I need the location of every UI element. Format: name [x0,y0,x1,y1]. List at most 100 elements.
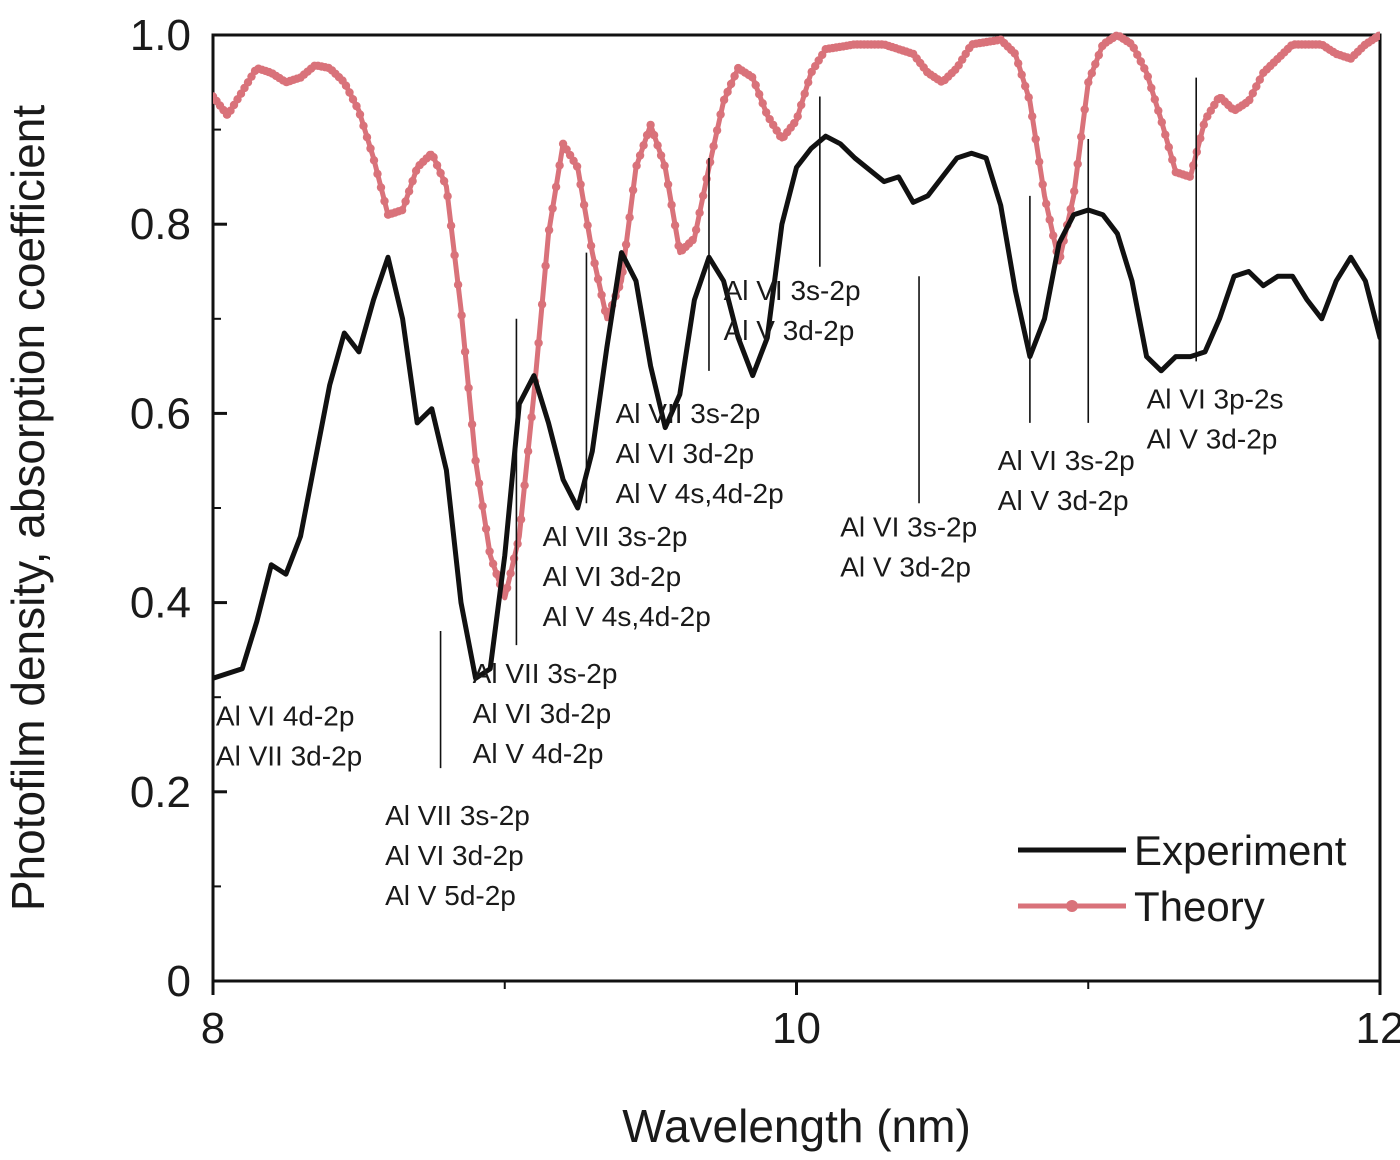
legend: Experiment Theory [1018,827,1347,930]
theory-point [457,311,466,320]
theory-point [1010,49,1019,58]
theory-point [800,89,809,98]
theory-point [1382,31,1390,39]
theory-point [1049,231,1058,240]
theory-point [628,185,638,195]
theory-point [527,413,536,422]
theory-point [579,200,589,210]
x-axis-title: Wavelength (nm) [622,1100,971,1152]
theory-point [709,142,718,151]
theory-point [1255,75,1265,84]
theory-point [1087,69,1097,78]
theory-point [656,151,666,160]
y-axis: 0 0.2 0.4 0.6 0.8 1.0 [130,11,227,1006]
annotation-label: Al V 4s,4d-2p [616,478,784,509]
theory-point [397,206,407,215]
annotation-label: Al VI 3s-2p [840,511,977,542]
theory-point [555,161,564,170]
annotation-label: Al VI 3s-2p [998,445,1135,476]
theory-point [341,81,351,90]
x-tick-label: 12 [1356,1004,1400,1053]
y-tick-label: 0 [167,957,191,1006]
annotation-label: Al VI 3d-2p [473,698,612,729]
theory-point [1031,134,1040,144]
theory-point [1091,59,1100,69]
theory-point [590,259,599,268]
annotation-layer: Al VII 3s-2p Al VI 3d-2p Al V 5d-2p Al VI 4… [216,77,1284,911]
theory-point [366,144,375,153]
theory-point [551,182,561,192]
theory-point [1150,95,1160,104]
annotation-label: Al V 4d-2p [473,738,604,769]
annotation-label: Al VII 3s-2p [385,800,530,831]
theory-point [1017,70,1026,79]
theory-point [712,126,722,135]
theory-point [653,141,662,150]
theory-point [429,153,438,162]
theory-point [1024,93,1033,102]
theory-point [544,225,554,235]
series-line-experiment [213,133,1380,681]
theory-point [474,479,484,488]
theory-point [762,108,771,117]
theory-point [748,73,757,82]
theory-point [1248,89,1258,98]
theory-point [1196,134,1205,143]
theory-point [586,241,596,250]
theory-point [1073,159,1082,169]
theory-point [453,280,463,289]
theory-point [1045,215,1054,224]
theory-point [460,347,470,356]
theory-point [352,101,361,111]
theory-point [790,119,799,128]
theory-point [1038,180,1047,189]
theory-point [572,162,582,171]
theory-point [478,501,487,511]
series-layer [213,31,1397,681]
theory-point [1378,31,1380,39]
annotation-label: Al VI 4d-2p [216,701,355,732]
theory-point [373,169,382,179]
theory-point [1164,143,1174,152]
theory-point [1245,95,1254,105]
theory-point [464,383,473,393]
legend-label-theory: Theory [1134,883,1265,930]
theory-point [380,196,389,206]
theory-point [1143,72,1153,81]
theory-point [716,110,725,119]
theory-point [471,456,480,465]
theory-point [583,221,592,230]
theory-point [639,141,648,150]
theory-point [793,112,802,121]
theory-point [1185,172,1195,181]
theory-point [1094,50,1104,60]
theory-point [1389,31,1397,39]
theory-point [1199,120,1209,129]
theory-point [443,192,452,201]
theory-point [635,151,645,160]
theory-point [401,197,410,206]
theory-point [467,420,477,429]
series-theory [213,31,1397,601]
theory-point [513,539,522,548]
theory-point [593,274,603,284]
theory-point [450,251,459,260]
theory-point [758,99,767,108]
annotation-label: Al VI 3d-2p [616,438,755,469]
y-tick-label: 0.4 [130,579,191,628]
theory-point [755,90,764,99]
theory-point [446,221,456,230]
theory-point [730,71,739,81]
legend-marker-theory [1066,900,1078,912]
theory-point [1129,43,1139,53]
theory-point [492,569,501,579]
y-tick-label: 1.0 [130,11,191,60]
theory-point [404,187,414,196]
theory-point [439,176,449,186]
theory-point [520,481,529,490]
theory-point [625,213,634,222]
annotation-label: Al VII 3s-2p [473,658,618,689]
theory-point [1077,132,1086,141]
theory-point [751,80,760,90]
theory-point [660,161,669,170]
